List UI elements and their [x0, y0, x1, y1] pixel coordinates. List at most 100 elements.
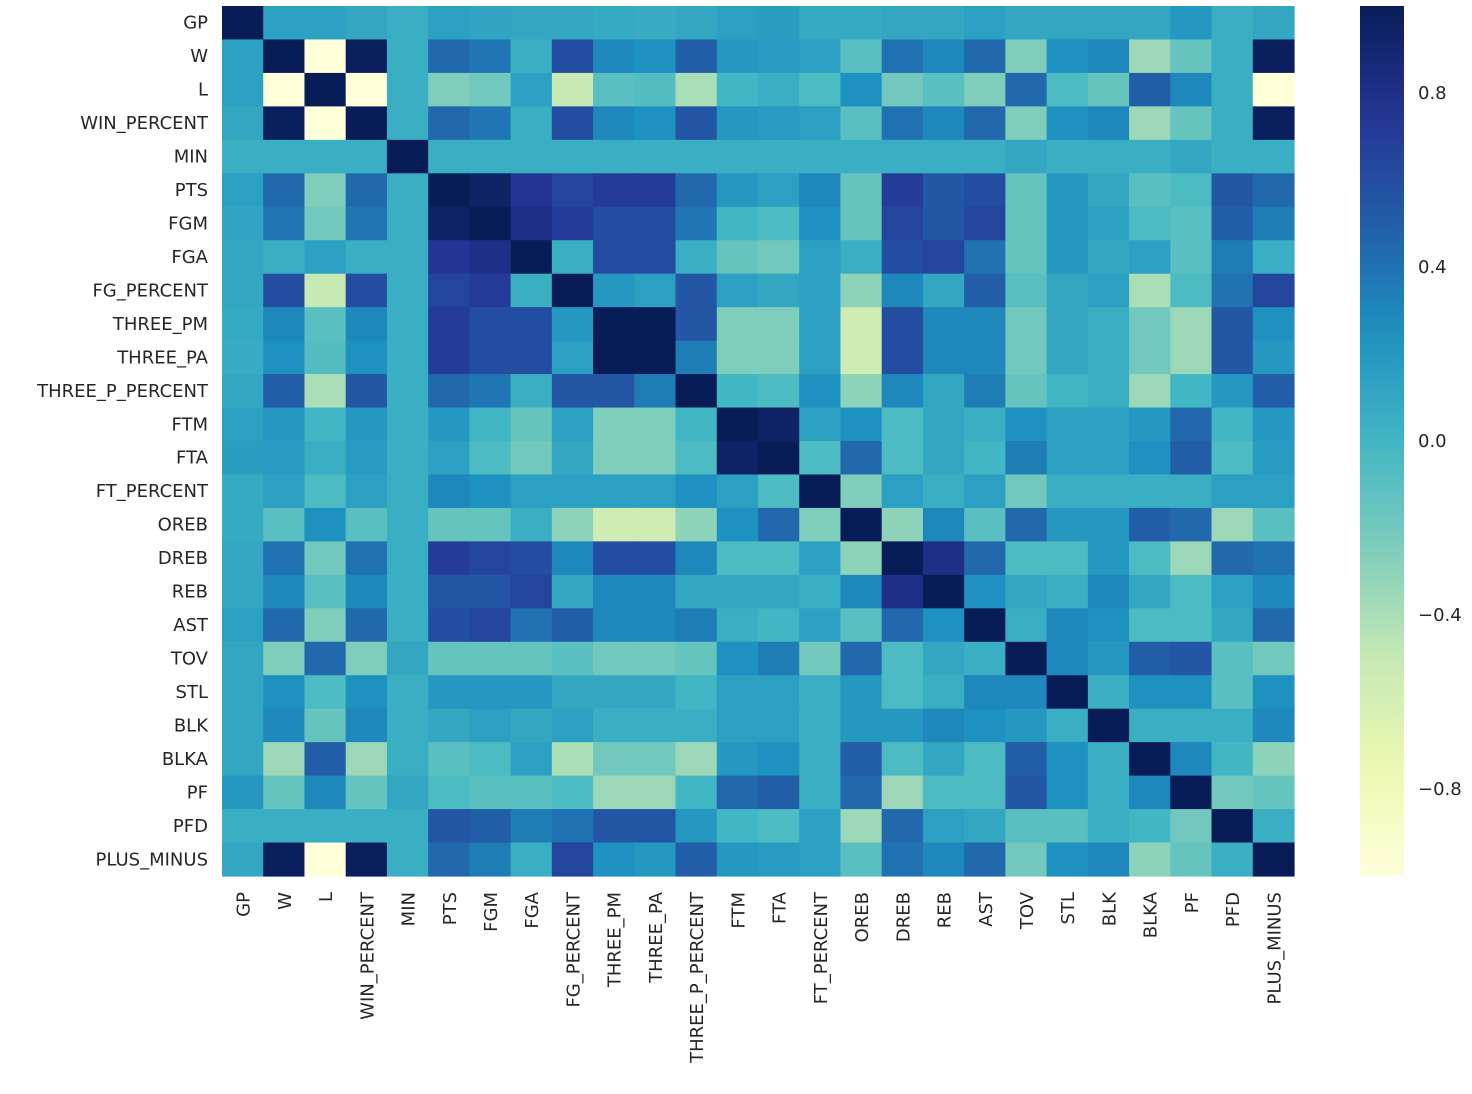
heatmap-cell: [386, 139, 429, 174]
heatmap-cell: [1170, 273, 1213, 308]
heatmap-cell: [222, 240, 264, 275]
heatmap-cell: [469, 742, 512, 777]
heatmap-cell: [675, 742, 718, 777]
heatmap-cell: [345, 240, 388, 275]
heatmap-cell: [1087, 541, 1130, 576]
heatmap-cell: [881, 775, 924, 810]
heatmap-cell: [510, 340, 553, 375]
heatmap-cell: [758, 608, 800, 643]
heatmap-cell: [675, 139, 718, 174]
heatmap-cell: [634, 340, 677, 375]
heatmap-cell: [1005, 273, 1048, 308]
heatmap-cell: [964, 173, 1006, 208]
heatmap-cell: [510, 809, 553, 844]
heatmap-cell: [881, 441, 924, 476]
heatmap-cell: [634, 39, 677, 74]
heatmap-cell: [758, 240, 800, 275]
heatmap-cell: [551, 742, 594, 777]
heatmap-cell: [386, 541, 429, 576]
heatmap-cell: [1170, 675, 1213, 710]
heatmap-cell: [675, 441, 718, 476]
heatmap-cell: [222, 842, 264, 877]
x-tick-label: PLUS_MINUS: [1264, 892, 1285, 1005]
x-tick-label: W: [275, 892, 296, 910]
heatmap-cell: [551, 775, 594, 810]
heatmap-cell: [675, 6, 718, 41]
heatmap-cell: [634, 173, 677, 208]
heatmap-cell: [222, 340, 264, 375]
heatmap-cell: [345, 775, 388, 810]
x-tick-label: MIN: [399, 892, 420, 926]
heatmap-cell: [675, 842, 718, 877]
heatmap-cell: [222, 374, 264, 409]
heatmap-cell: [222, 541, 264, 576]
heatmap-cell: [634, 273, 677, 308]
heatmap-cell: [345, 574, 388, 609]
heatmap-cell: [386, 273, 429, 308]
heatmap-cell: [881, 307, 924, 342]
heatmap-cell: [469, 340, 512, 375]
heatmap-cell: [593, 374, 635, 409]
y-tick-label: REB: [172, 582, 208, 603]
heatmap-cell: [964, 240, 1006, 275]
heatmap-cell: [799, 206, 842, 241]
heatmap-cell: [758, 641, 800, 676]
heatmap-cell: [840, 641, 883, 676]
heatmap-cell: [386, 374, 429, 409]
heatmap-cell: [1087, 273, 1130, 308]
y-tick-label: THREE_PM: [112, 314, 208, 335]
heatmap-cell: [799, 106, 842, 141]
heatmap-cell: [758, 574, 800, 609]
heatmap-cell: [1046, 340, 1089, 375]
heatmap-cell: [1252, 374, 1295, 409]
y-tick-label: FTM: [171, 414, 208, 435]
heatmap-cell: [716, 608, 759, 643]
heatmap-cell: [551, 842, 594, 877]
heatmap-cell: [1211, 374, 1254, 409]
heatmap-cell: [675, 240, 718, 275]
heatmap-cell: [263, 474, 306, 509]
heatmap-cell: [469, 608, 512, 643]
heatmap-cell: [1046, 507, 1089, 542]
heatmap-cell: [881, 474, 924, 509]
heatmap-cell: [840, 441, 883, 476]
heatmap-cell: [799, 842, 842, 877]
heatmap-cell: [551, 340, 594, 375]
heatmap-cell: [1087, 742, 1130, 777]
heatmap-cell: [1129, 742, 1171, 777]
heatmap-cell: [1211, 641, 1254, 676]
x-tick-label: PF: [1182, 892, 1203, 913]
heatmap-cell: [222, 641, 264, 676]
heatmap-cell: [799, 507, 842, 542]
heatmap-cell: [675, 407, 718, 442]
heatmap-cell: [675, 775, 718, 810]
heatmap-cell: [1005, 608, 1048, 643]
heatmap-cell: [1129, 708, 1171, 743]
heatmap-cell: [964, 374, 1006, 409]
heatmap-cell: [799, 240, 842, 275]
heatmap-cell: [675, 507, 718, 542]
heatmap-cell: [593, 809, 635, 844]
heatmap-cell: [428, 307, 470, 342]
heatmap-cell: [551, 206, 594, 241]
heatmap-cell: [840, 240, 883, 275]
heatmap-cell: [386, 307, 429, 342]
heatmap-cell: [1170, 809, 1213, 844]
heatmap-cell: [922, 72, 965, 107]
heatmap-cell: [922, 775, 965, 810]
heatmap-cell: [1005, 173, 1048, 208]
heatmap-cell: [881, 641, 924, 676]
heatmap-cell: [386, 608, 429, 643]
heatmap-cell: [469, 574, 512, 609]
heatmap-cell: [428, 708, 470, 743]
heatmap-cell: [881, 340, 924, 375]
heatmap-cell: [593, 742, 635, 777]
heatmap-cell: [386, 407, 429, 442]
heatmap-cell: [345, 374, 388, 409]
heatmap-cell: [758, 742, 800, 777]
heatmap-cell: [1252, 842, 1295, 877]
heatmap-cell: [1211, 173, 1254, 208]
heatmap-cell: [881, 139, 924, 174]
heatmap-cell: [428, 374, 470, 409]
heatmap-cell: [675, 608, 718, 643]
